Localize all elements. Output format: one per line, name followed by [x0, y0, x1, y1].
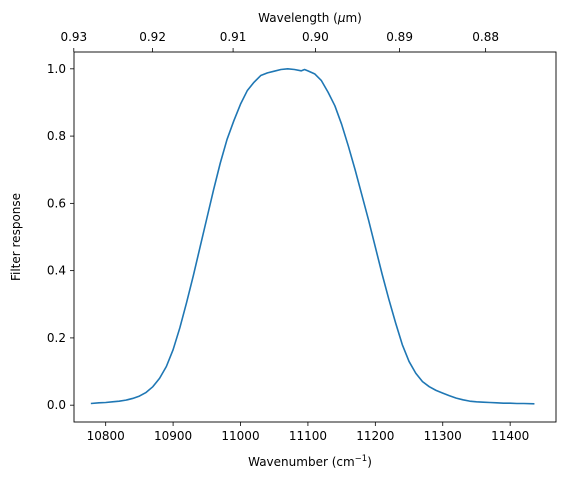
y-axis-ticks: 0.0 0.2 0.4 0.6 0.8 1.0 [47, 62, 74, 412]
y-tick-label: 0.4 [47, 264, 66, 278]
y-axis-label: Filter response [9, 193, 23, 281]
plot-frame [73, 51, 557, 423]
top-tick-label: 0.88 [472, 30, 499, 44]
y-tick-label: 0.6 [47, 196, 66, 210]
top-axis-label: Wavelength (μm) [258, 11, 362, 25]
y-tick-label: 0.0 [47, 398, 66, 412]
top-tick-label: 0.93 [60, 30, 87, 44]
top-tick-label: 0.92 [139, 30, 166, 44]
x-tick-label: 11200 [356, 429, 394, 443]
x-axis-ticks: 10800 10900 11000 11100 11200 11300 11400 [87, 422, 529, 443]
y-tick-label: 1.0 [47, 62, 66, 76]
y-tick-label: 0.8 [47, 129, 66, 143]
top-tick-label: 0.90 [302, 30, 329, 44]
y-tick-label: 0.2 [47, 331, 66, 345]
top-axis-ticks: 0.93 0.92 0.91 0.90 0.89 0.88 [60, 30, 499, 52]
x-tick-label: 10800 [87, 429, 125, 443]
x-tick-label: 10900 [154, 429, 192, 443]
plot-area [74, 52, 556, 422]
top-tick-label: 0.89 [386, 30, 413, 44]
x-axis-label: Wavenumber (cm−1) [248, 454, 372, 469]
filter-response-line [90, 68, 535, 405]
x-tick-label: 11000 [221, 429, 259, 443]
top-tick-label: 0.91 [220, 30, 247, 44]
x-tick-label: 11300 [424, 429, 462, 443]
x-tick-label: 11400 [491, 429, 529, 443]
x-tick-label: 11100 [289, 429, 327, 443]
